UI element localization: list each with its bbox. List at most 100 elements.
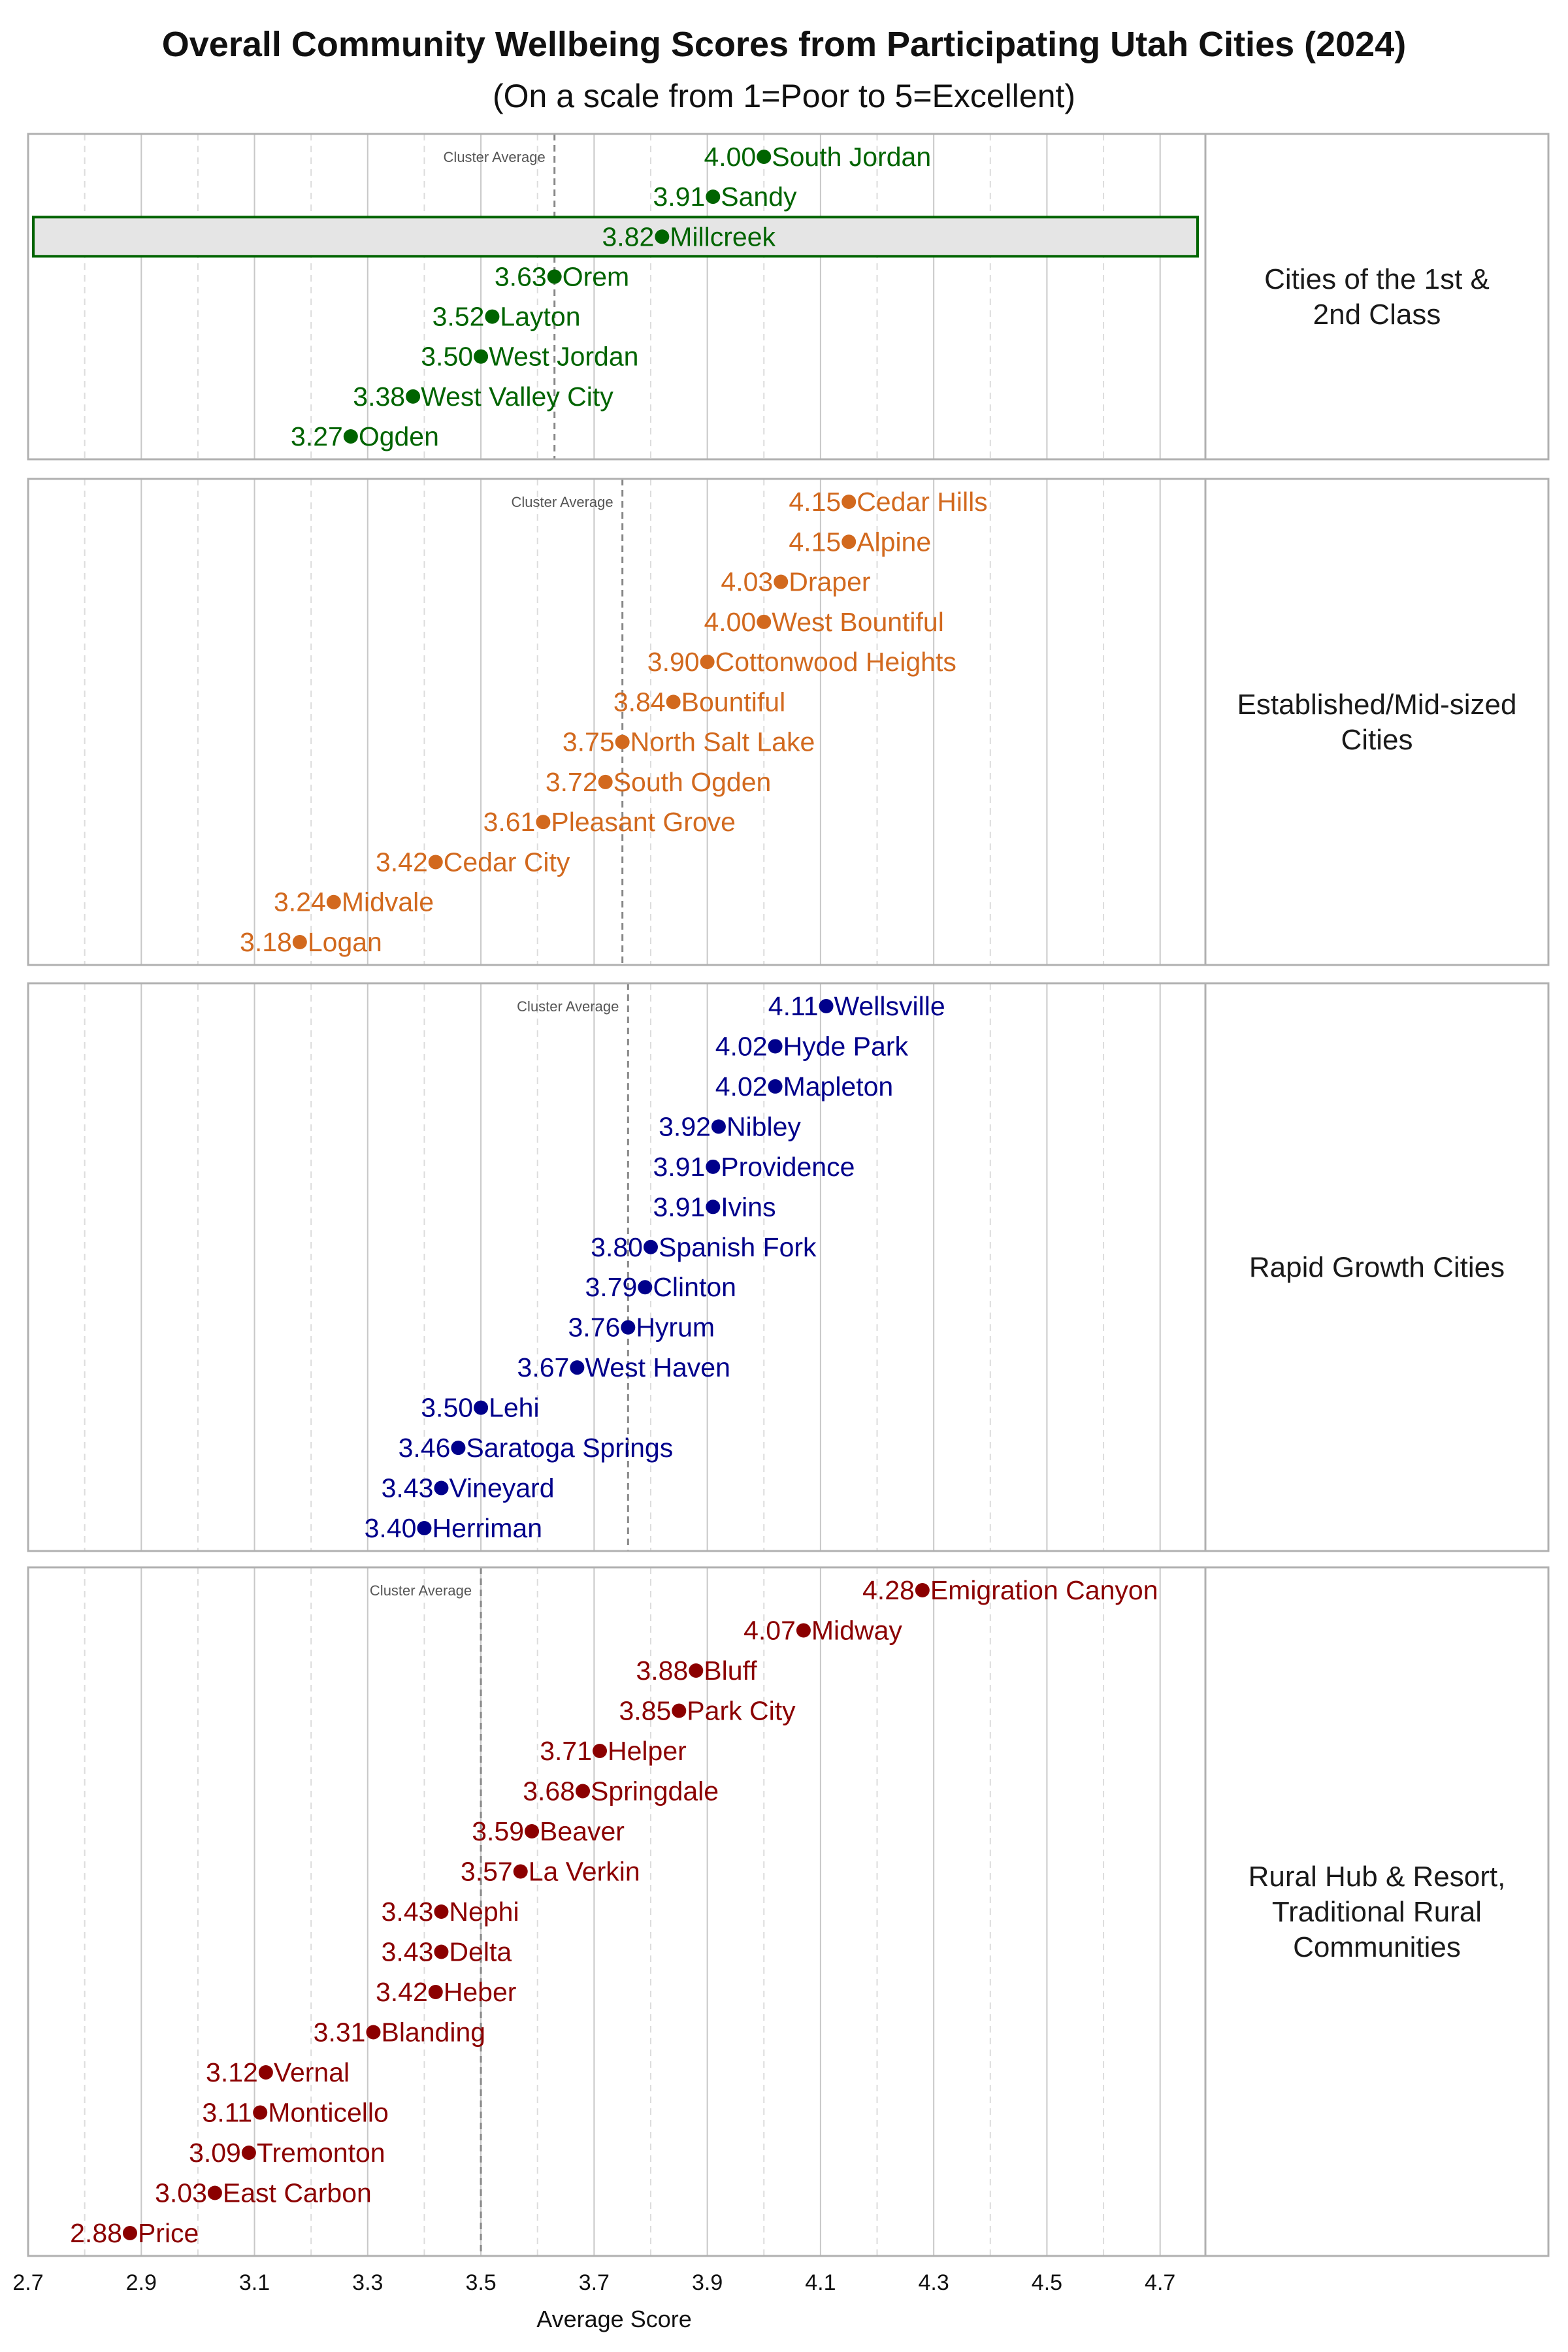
- data-point: [796, 1623, 811, 1638]
- value-label: 3.68: [523, 1776, 575, 1806]
- value-label: 3.52: [433, 302, 485, 332]
- city-label: Lehi: [489, 1393, 540, 1423]
- data-point: [757, 614, 772, 629]
- panels: Cluster Average 4.00 South Jordan 3.91 Sandy…: [27, 133, 1550, 2257]
- city-label: Hyrum: [636, 1313, 715, 1343]
- value-label: 3.82: [602, 221, 654, 252]
- data-point: [525, 1824, 540, 1838]
- data-point: [292, 935, 307, 949]
- city-label: Nephi: [449, 1897, 519, 1927]
- value-label: 3.31: [314, 2017, 366, 2048]
- value-label: 3.50: [421, 1393, 473, 1423]
- facet-label: Traditional Rural: [1272, 1896, 1482, 1928]
- x-tick-label: 4.3: [919, 2270, 949, 2295]
- city-label: Ogden: [359, 421, 439, 451]
- value-label: 4.00: [704, 142, 756, 172]
- value-label: 3.63: [495, 261, 547, 291]
- city-label: East Carbon: [223, 2178, 372, 2208]
- panel-2: Cluster Average 4.15 Cedar Hills 4.15 Alpine…: [27, 478, 1550, 966]
- data-point: [711, 1119, 726, 1134]
- panel-1: Cluster Average 4.00 South Jordan 3.91 Sandy…: [27, 133, 1550, 461]
- value-label: 3.43: [382, 1473, 434, 1503]
- facet-strip: [1204, 478, 1550, 966]
- city-label: North Salt Lake: [630, 727, 815, 757]
- city-label: West Jordan: [489, 342, 638, 372]
- value-label: 4.07: [743, 1616, 796, 1646]
- city-label: Vernal: [274, 2057, 350, 2087]
- city-label: Providence: [721, 1152, 855, 1182]
- x-tick-label: 3.5: [465, 2270, 496, 2295]
- value-label: 3.79: [585, 1272, 638, 1302]
- data-point: [547, 269, 562, 284]
- city-label: Wellsville: [834, 991, 945, 1021]
- city-label: Cedar Hills: [857, 487, 988, 517]
- city-label: Logan: [308, 927, 382, 957]
- data-point: [258, 2065, 273, 2080]
- value-label: 4.00: [704, 607, 756, 637]
- facet-strip: [1204, 982, 1550, 1552]
- value-label: 4.28: [862, 1575, 915, 1605]
- data-point: [253, 2105, 268, 2120]
- value-label: 3.57: [461, 1857, 513, 1887]
- facet-label: Communities: [1293, 1931, 1461, 1963]
- x-tick-label: 4.1: [805, 2270, 836, 2295]
- city-label: Park City: [687, 1696, 796, 1726]
- city-label: Draper: [789, 567, 870, 597]
- x-tick-label: 3.1: [239, 2270, 270, 2295]
- x-axis: 2.7 2.9 3.1 3.3 3.5 3.7 3.9 4.1 4.3 4.5 4.7: [12, 2270, 1175, 2295]
- city-label: Millcreek: [670, 221, 776, 252]
- city-label: Bluff: [704, 1656, 757, 1686]
- facet-label: 2nd Class: [1313, 299, 1441, 331]
- cluster-average-label: Cluster Average: [517, 998, 619, 1015]
- value-label: 3.03: [155, 2178, 207, 2208]
- data-point: [706, 189, 721, 204]
- value-label: 3.71: [540, 1736, 592, 1766]
- data-point: [706, 1200, 721, 1215]
- value-label: 4.11: [768, 991, 819, 1021]
- city-label: Saratoga Springs: [466, 1433, 673, 1463]
- data-point: [428, 855, 443, 870]
- city-label: Vineyard: [449, 1473, 554, 1503]
- data-point: [474, 349, 489, 364]
- value-label: 3.12: [206, 2057, 258, 2087]
- x-tick-label: 2.9: [126, 2270, 157, 2295]
- data-point: [343, 429, 358, 444]
- data-point: [434, 1904, 449, 1919]
- data-point: [593, 1744, 608, 1758]
- data-point: [768, 1039, 783, 1054]
- city-label: Layton: [500, 302, 580, 332]
- highlight-box: [32, 216, 1199, 258]
- value-label: 4.15: [789, 527, 841, 557]
- city-label: Spanish Fork: [659, 1232, 817, 1262]
- facet-label: Rural Hub & Resort,: [1249, 1861, 1506, 1893]
- data-point: [655, 229, 670, 244]
- value-label: 3.46: [399, 1433, 451, 1463]
- value-label: 3.61: [483, 807, 536, 837]
- data-point: [700, 655, 715, 670]
- value-label: 3.75: [563, 727, 615, 757]
- chart-subtitle: (On a scale from 1=Poor to 5=Excellent): [493, 78, 1075, 114]
- value-label: 3.27: [291, 421, 343, 451]
- data-point: [366, 2025, 381, 2040]
- data-point: [672, 1703, 687, 1718]
- data-point: [122, 2226, 137, 2240]
- x-tick-label: 4.5: [1032, 2270, 1062, 2295]
- city-label: Nibley: [727, 1111, 801, 1141]
- city-label: Clinton: [653, 1272, 736, 1302]
- city-label: Midway: [811, 1616, 902, 1646]
- city-label: Bountiful: [681, 687, 786, 717]
- value-label: 3.38: [353, 382, 405, 412]
- value-label: 3.88: [636, 1656, 688, 1686]
- city-label: Orem: [563, 261, 630, 291]
- city-label: Price: [138, 2218, 199, 2248]
- value-label: 4.02: [715, 1031, 768, 1061]
- city-label: Cedar City: [444, 847, 570, 877]
- data-point: [434, 1944, 449, 1959]
- value-label: 3.11: [202, 2098, 252, 2128]
- city-label: Alpine: [857, 527, 931, 557]
- value-label: 3.92: [659, 1111, 711, 1141]
- value-label: 3.84: [613, 687, 666, 717]
- facet-label: Established/Mid-sized: [1237, 689, 1517, 721]
- data-point: [474, 1400, 489, 1415]
- data-point: [638, 1280, 653, 1295]
